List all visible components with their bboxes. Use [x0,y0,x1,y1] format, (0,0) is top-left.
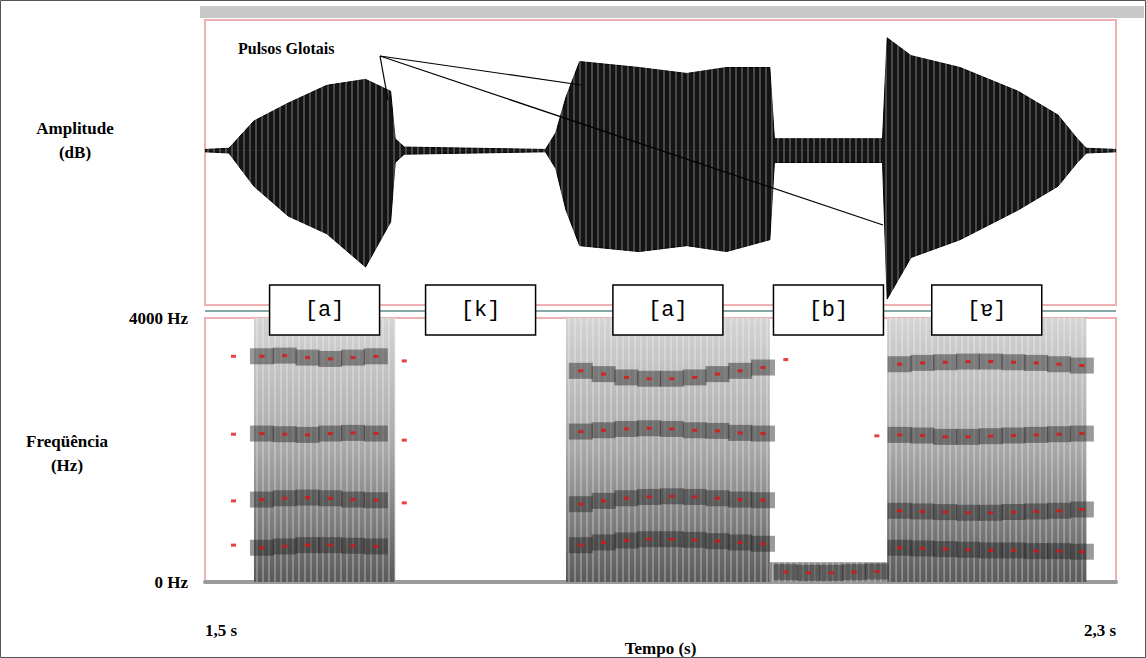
svg-text:Tempo (s): Tempo (s) [625,639,697,658]
svg-text:[a]: [a] [305,298,345,323]
svg-text:Freqüência: Freqüência [26,432,108,451]
svg-text:1,5 s: 1,5 s [205,621,238,640]
svg-text:4000 Hz: 4000 Hz [129,309,188,328]
svg-text:(dB): (dB) [59,143,91,162]
svg-text:[b]: [b] [809,298,849,323]
svg-text:2,3 s: 2,3 s [1084,621,1117,640]
svg-text:[ɐ]: [ɐ] [967,298,1007,323]
svg-text:[k]: [k] [461,298,501,323]
svg-text:Amplitude: Amplitude [36,119,114,138]
svg-text:0 Hz: 0 Hz [154,573,188,592]
svg-text:Pulsos Glotais: Pulsos Glotais [238,40,334,57]
svg-text:[a]: [a] [648,298,688,323]
svg-text:(Hz): (Hz) [51,456,83,475]
